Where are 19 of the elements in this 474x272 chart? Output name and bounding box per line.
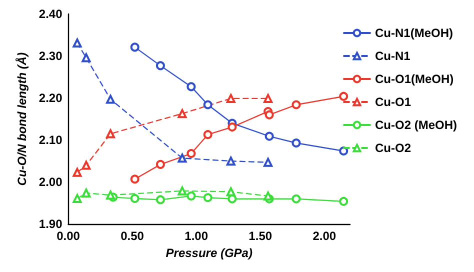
x-tick-label: 1.00	[184, 229, 208, 244]
y-tick-label: 1.90	[38, 217, 63, 232]
legend-label: Cu-O2 (MeOH)	[375, 118, 458, 132]
x-tick-label: 2.00	[312, 229, 336, 244]
legend-label: Cu-N1	[375, 49, 411, 63]
x-tick-label: 0.00	[56, 229, 80, 244]
legend-label: Cu-N1(MeOH)	[375, 26, 454, 40]
legend-label: Cu-O2	[375, 141, 412, 155]
y-axis-title: Cu-O/N bond length (Å)	[15, 52, 29, 186]
y-tick-label: 2.10	[38, 133, 63, 148]
y-tick-label: 2.20	[38, 91, 63, 106]
x-tick-label: 1.50	[248, 229, 272, 244]
y-tick-label: 2.30	[38, 49, 63, 64]
x-tick-label: 0.50	[120, 229, 144, 244]
y-tick-label: 2.40	[38, 7, 63, 21]
x-axis-title: Pressure (GPa)	[166, 246, 252, 260]
legend-label: Cu-O1	[375, 95, 412, 109]
legend-label: Cu-O1(MeOH)	[375, 72, 454, 86]
y-tick-label: 2.00	[38, 175, 63, 190]
